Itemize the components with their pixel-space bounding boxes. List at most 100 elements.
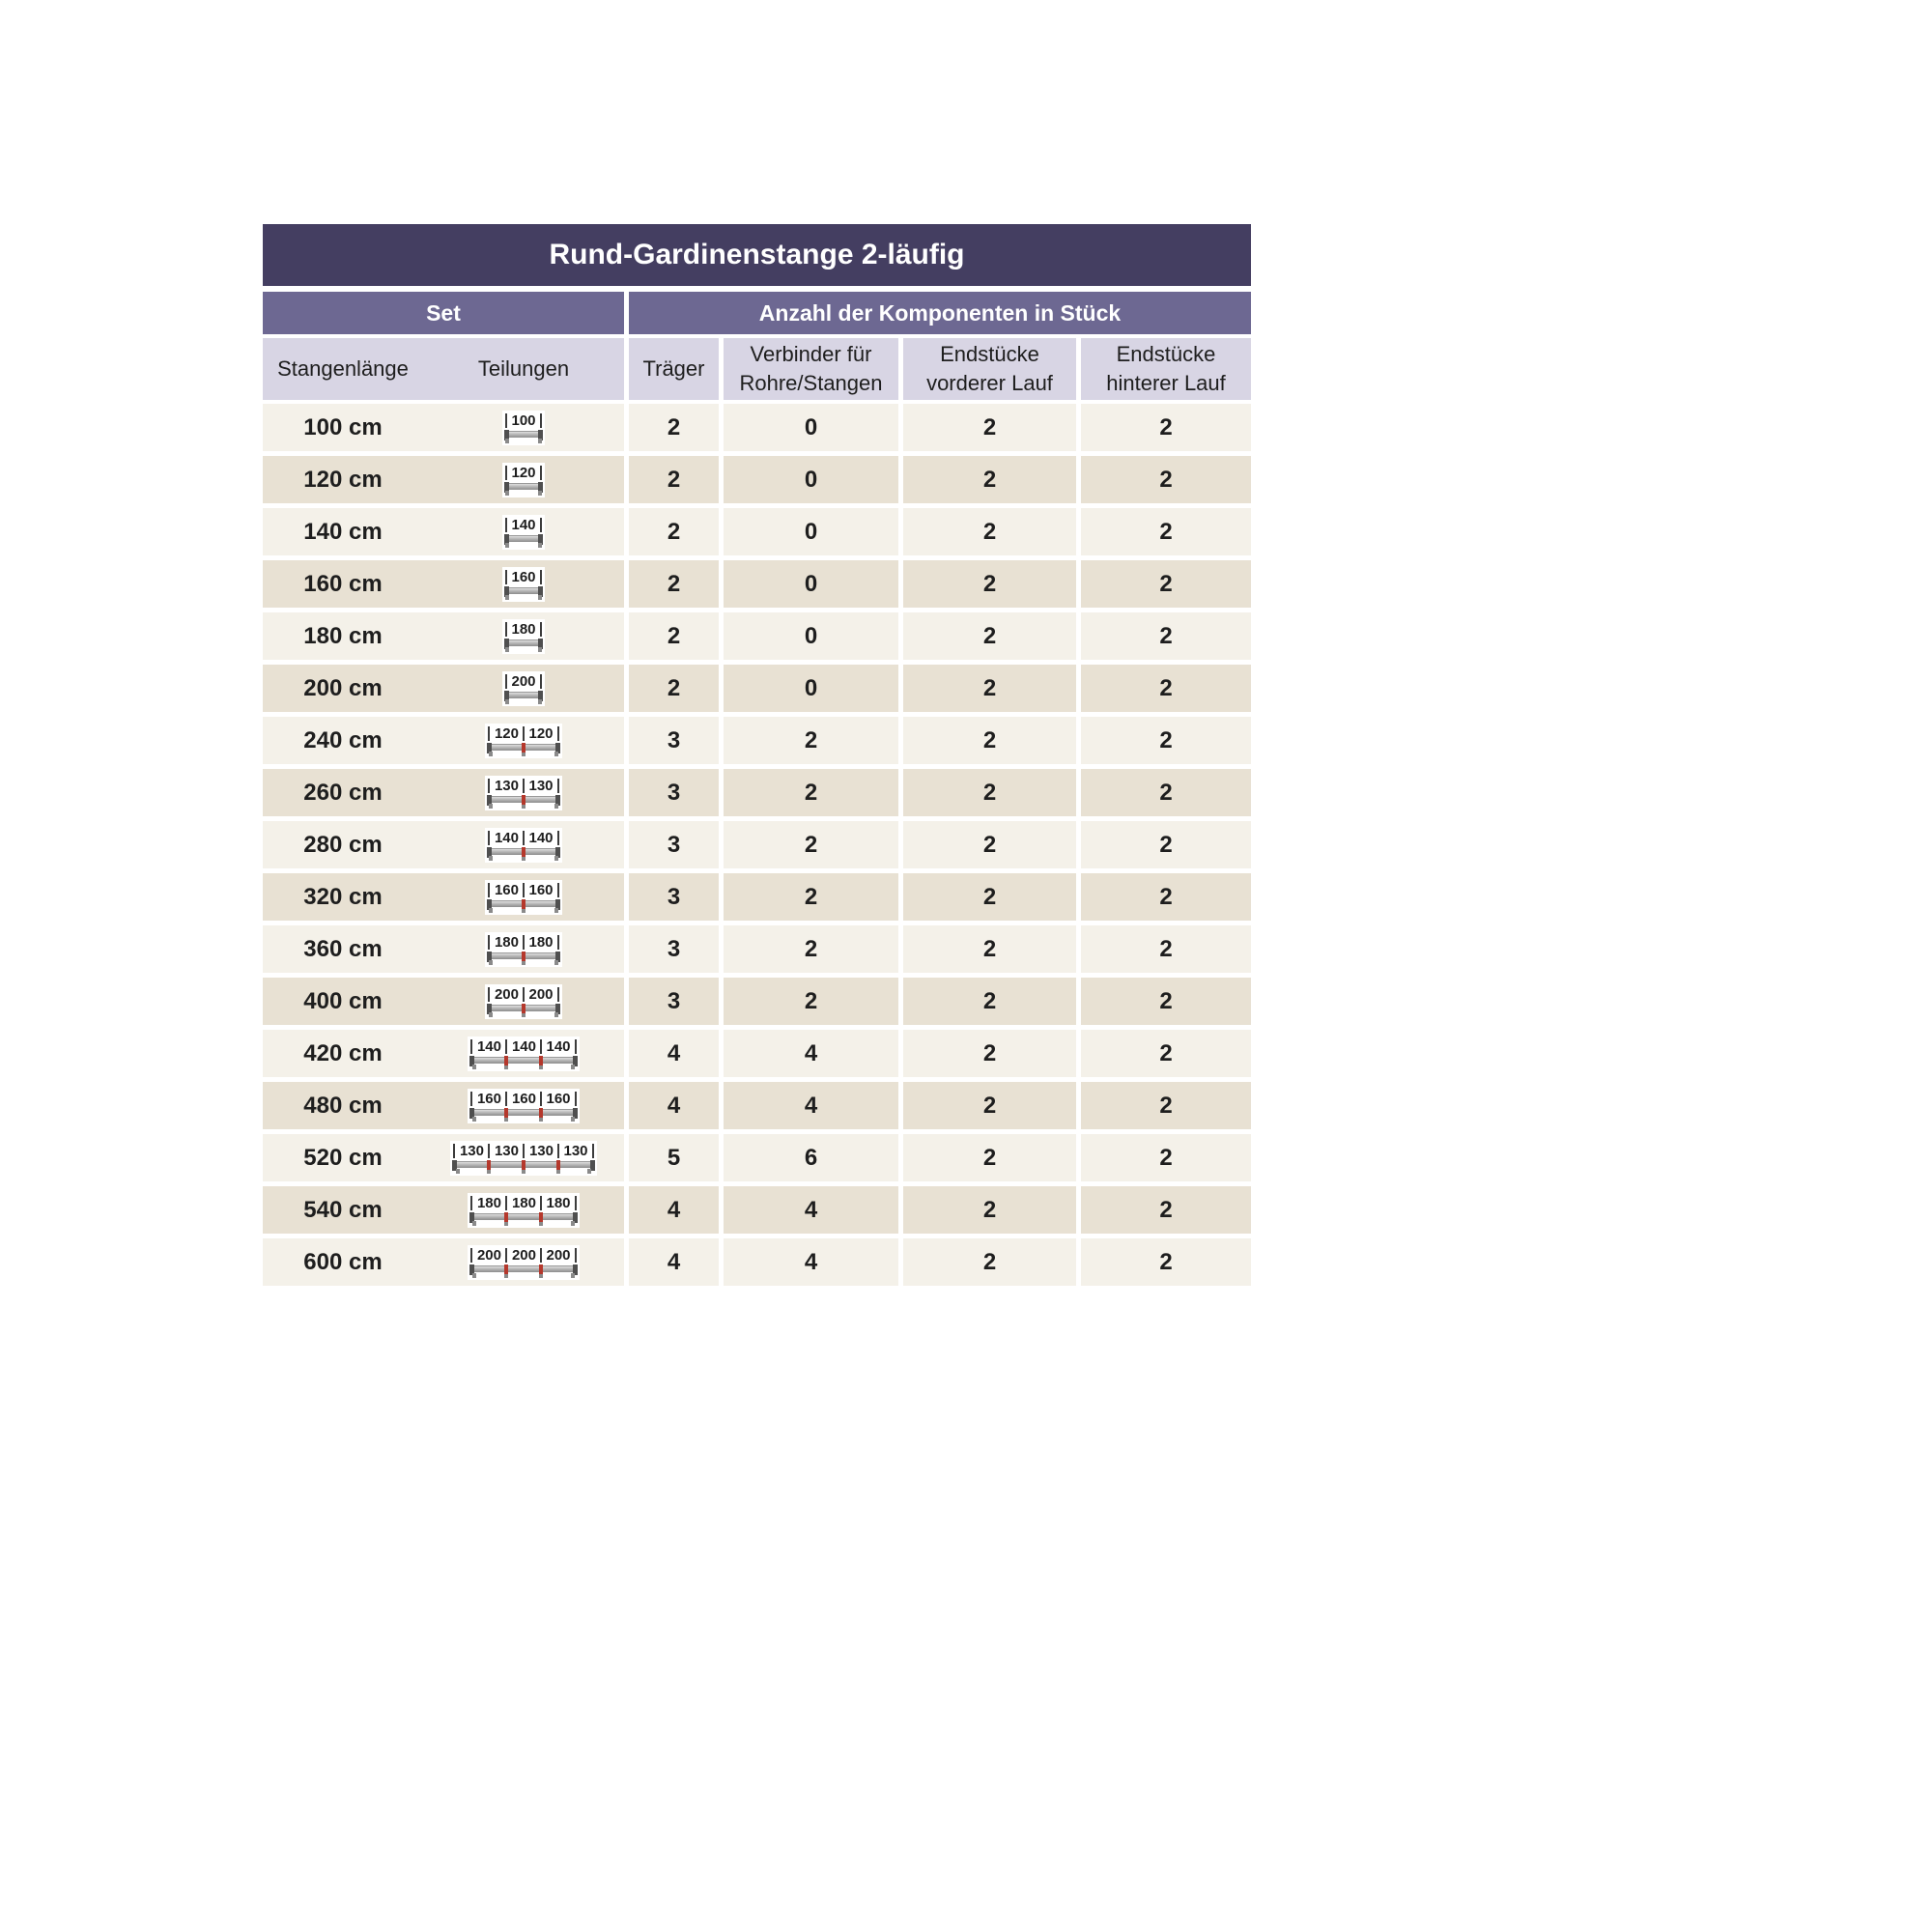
table-row: 260 cm 130 130 3 2 2 2 [263,769,1251,816]
dimension-row: 180 180 [488,934,559,950]
rod-graphic [487,794,560,809]
support-foot [538,490,543,496]
table-row: 140 cm 140 2 0 2 2 [263,508,1251,555]
rod-division-diagram: 160 160 [485,879,562,915]
set-cell: 420 cm 140 140 140 [263,1030,624,1077]
rod-graphic [469,1107,578,1122]
column-header-traeger: Träger [629,338,719,400]
rod-graphic [487,898,560,913]
dimension-row: 180 180 180 [470,1195,577,1210]
rod-length-label: 240 cm [303,726,383,753]
traeger-count-cell: 5 [629,1134,719,1181]
end-rear-count-cell: 2 [1081,1238,1251,1286]
verbinder-count-cell: 2 [724,873,898,921]
teilungen-cell: 180 180 180 [423,1192,624,1228]
support-foot [504,698,509,704]
connector-joint [522,794,526,805]
segment-length-label: 140 [505,1038,540,1054]
set-column-headers: Stangenlänge Teilungen [263,338,624,400]
dimension-row: 160 160 160 [470,1091,577,1106]
end-front-count-cell: 2 [903,456,1076,503]
support-foot [522,803,526,809]
traeger-count-cell: 2 [629,508,719,555]
connector-joint [522,846,526,857]
rod-graphic [469,1264,578,1278]
verbinder-count-cell: 2 [724,821,898,868]
rod-graphic [487,742,560,756]
set-cell: 100 cm 100 [263,404,624,451]
segment-length-label: 200 [488,986,523,1002]
segment-length-label: 180 [488,934,523,950]
rod-length-label: 200 cm [303,674,383,701]
support-foot [488,803,493,809]
end-front-count-cell: 2 [903,508,1076,555]
segment-length-label: 130 [453,1143,488,1158]
column-header-endstuecke-hinterer: Endstücke hinterer Lauf [1081,338,1251,400]
set-cell: 180 cm 180 [263,612,624,660]
rod-length-label: 600 cm [303,1248,383,1275]
rod-bar [504,481,543,493]
end-rear-count-cell: 2 [1081,1030,1251,1077]
traeger-count-cell: 2 [629,456,719,503]
support-foot [554,855,559,861]
rod-division-diagram: 180 180 180 [468,1192,580,1228]
dimension-row: 140 140 140 [470,1038,577,1054]
table-row: 360 cm 180 180 3 2 2 2 [263,925,1251,973]
table-row: 320 cm 160 160 3 2 2 2 [263,873,1251,921]
segment-length-label: 200 [505,673,542,689]
support-foot [522,959,526,965]
dimension-row: 120 [505,465,542,480]
support-foot [571,1272,576,1278]
column-header-line: hinterer Lauf [1106,371,1226,395]
traeger-count-cell: 3 [629,717,719,764]
segment-length-label: 130 [488,1143,523,1158]
rod-length-label: 540 cm [303,1196,383,1223]
set-cell: 200 cm 200 [263,665,624,712]
end-front-count-cell: 2 [903,769,1076,816]
support-foot [522,907,526,913]
rod-length-label: 280 cm [303,831,383,858]
rod-division-diagram: 140 140 140 [468,1036,580,1071]
end-front-count-cell: 2 [903,1082,1076,1129]
set-cell: 260 cm 130 130 [263,769,624,816]
set-cell: 120 cm 120 [263,456,624,503]
rod-bar [504,533,543,545]
rod-division-diagram: 140 [502,514,545,550]
verbinder-count-cell: 0 [724,665,898,712]
rod-graphic [504,690,543,704]
segment-length-label: 160 [505,1091,540,1106]
end-front-count-cell: 2 [903,717,1076,764]
rod-length-label: 140 cm [303,518,383,545]
table-row: 180 cm 180 2 0 2 2 [263,612,1251,660]
connector-joint [503,1264,508,1274]
end-rear-count-cell: 2 [1081,717,1251,764]
verbinder-count-cell: 0 [724,404,898,451]
support-foot [587,1168,592,1174]
teilungen-cell: 140 140 140 [423,1036,624,1071]
end-front-count-cell: 2 [903,978,1076,1025]
support-foot [504,542,509,548]
connector-joint [539,1107,544,1118]
segment-length-label: 140 [523,830,559,845]
rod-graphic [504,638,543,652]
connector-joint [556,1159,561,1170]
support-foot [471,1220,476,1226]
segment-length-label: 180 [523,934,559,950]
end-front-count-cell: 2 [903,1030,1076,1077]
rod-length-label: 180 cm [303,622,383,649]
segment-length-label: 120 [523,725,559,741]
connector-joint [539,1211,544,1222]
support-foot [539,1220,544,1226]
support-foot [522,1011,526,1017]
table-row: 420 cm 140 140 140 4 4 2 2 [263,1030,1251,1077]
rod-division-diagram: 100 [502,410,545,445]
end-rear-count-cell: 2 [1081,1082,1251,1129]
set-cell: 360 cm 180 180 [263,925,624,973]
support-foot [571,1220,576,1226]
set-cell: 520 cm 130 130 130 130 [263,1134,624,1181]
teilungen-cell: 180 [423,618,624,654]
end-front-count-cell: 2 [903,1238,1076,1286]
column-header-line: Rohre/Stangen [739,371,883,395]
support-foot [503,1116,508,1122]
set-cell: 280 cm 140 140 [263,821,624,868]
